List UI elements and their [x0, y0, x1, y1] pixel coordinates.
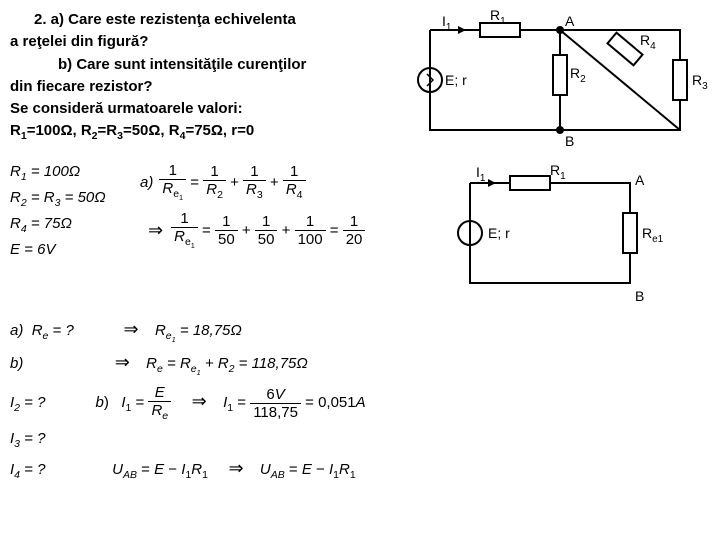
- solution-part-a: a) 1Re1 = 1R2 + 1R3 + 1R4 ⇒ 1Re1 = 150 +…: [140, 163, 450, 313]
- svg-text:R3: R3: [692, 72, 708, 92]
- circuit-diagram-2: I1 R1 A E; r Re1 B: [450, 163, 710, 313]
- svg-text:E; r: E; r: [445, 72, 467, 88]
- svg-text:R1: R1: [550, 163, 566, 182]
- circuit-diagram-1: I1 R1 A R4 E; r R2 R3 B: [410, 10, 710, 155]
- svg-text:A: A: [565, 13, 575, 29]
- solution-bottom: a) Re = ? ⇒ Re1 = 18,75Ω b) ⇒ Re = Re1 +…: [10, 319, 710, 481]
- svg-text:R1: R1: [490, 10, 506, 27]
- problem-statement: 2. a) Care este rezistenţa echivelenta a…: [10, 10, 410, 155]
- svg-text:R4: R4: [640, 32, 656, 52]
- svg-text:A: A: [635, 172, 645, 188]
- svg-text:E; r: E; r: [488, 225, 510, 241]
- given-values: R1 = 100Ω R2 = R3 = 50Ω R4 = 75Ω E = 6V: [10, 163, 140, 313]
- svg-text:B: B: [635, 288, 644, 304]
- svg-text:B: B: [565, 133, 574, 149]
- svg-text:R2: R2: [570, 65, 586, 85]
- svg-text:I1: I1: [476, 164, 486, 184]
- svg-text:Re1: Re1: [642, 225, 664, 245]
